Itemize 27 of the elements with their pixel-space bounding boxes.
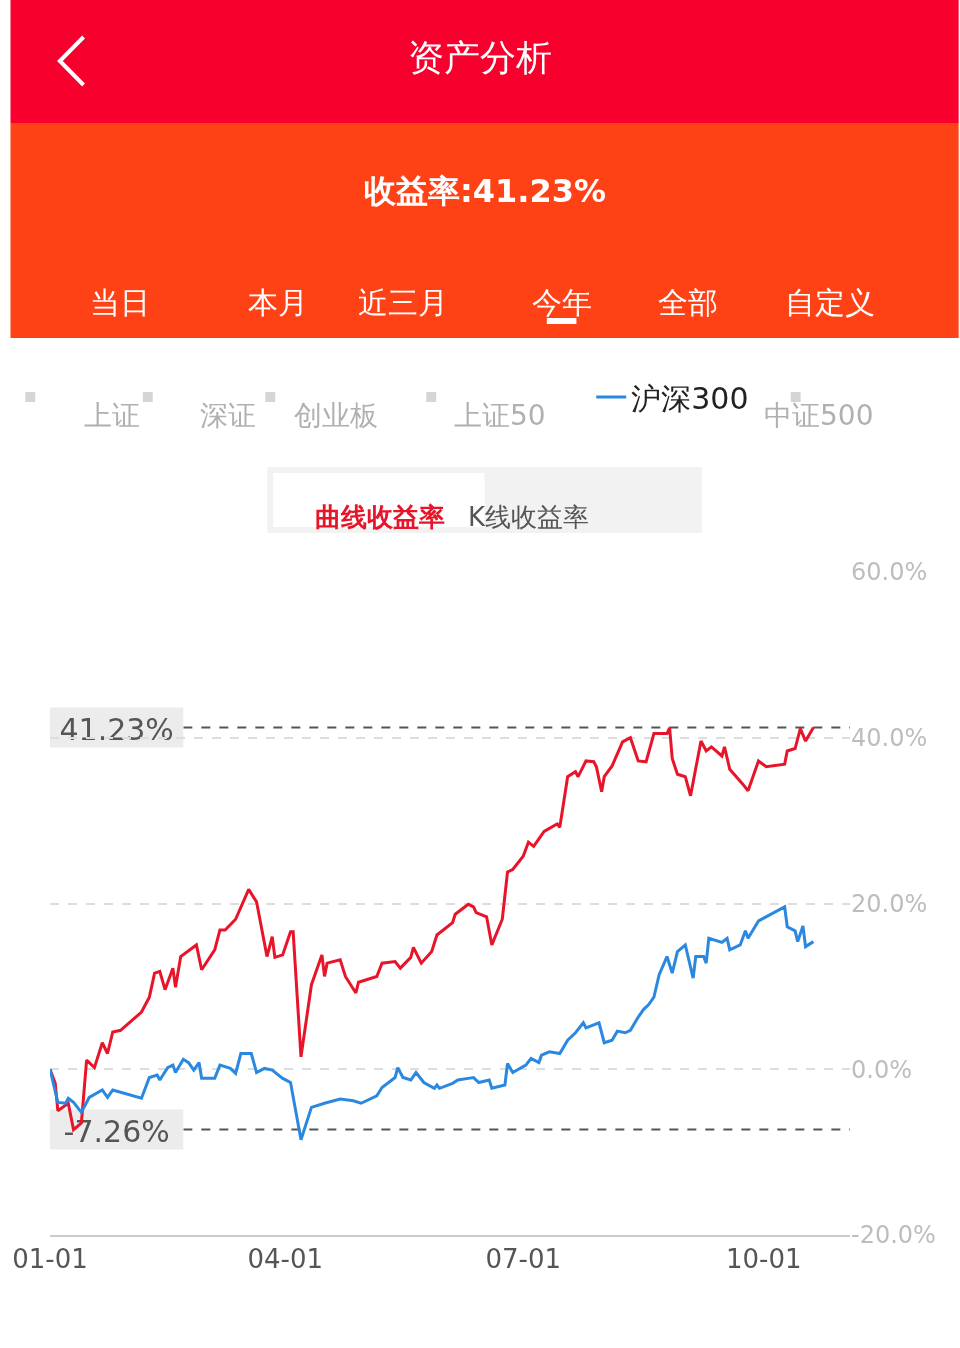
x-tick-label: 04-01 [247,1244,324,1275]
y-tick-label: 40.0% [851,724,928,753]
ref-line-label: -7.26% [63,1113,170,1149]
text: 近三月 [358,285,448,320]
line-series [50,905,815,1142]
text: 全部 [658,285,718,320]
y-tick-label: 20.0% [851,889,928,918]
chart-title: 资产分析 [408,36,552,78]
text: 今年 [532,285,592,320]
y-tick-label: 0.0% [851,1055,912,1084]
text: 创业板 [294,399,378,432]
text: 上证50 [454,399,546,432]
x-tick-label: 07-01 [485,1244,561,1275]
x-tick-label: 01-01 [12,1244,88,1275]
text: 深证 [200,399,256,432]
text: 曲线收益率 [315,502,445,532]
chart-subtitle: 收益率:41.23% [364,172,607,210]
y-tick-label: 60.0% [851,558,928,587]
text: 自定义 [785,285,875,320]
text: K线收益率 [468,502,590,532]
legend-label: 沪深300 [631,380,749,416]
text: 上证 [84,399,140,432]
y-tick-label: -20.0% [851,1221,936,1250]
text: 中证500 [764,399,874,432]
text: 当日 [90,285,150,320]
text: 本月 [248,285,308,320]
x-tick-label: 10-01 [725,1244,802,1275]
